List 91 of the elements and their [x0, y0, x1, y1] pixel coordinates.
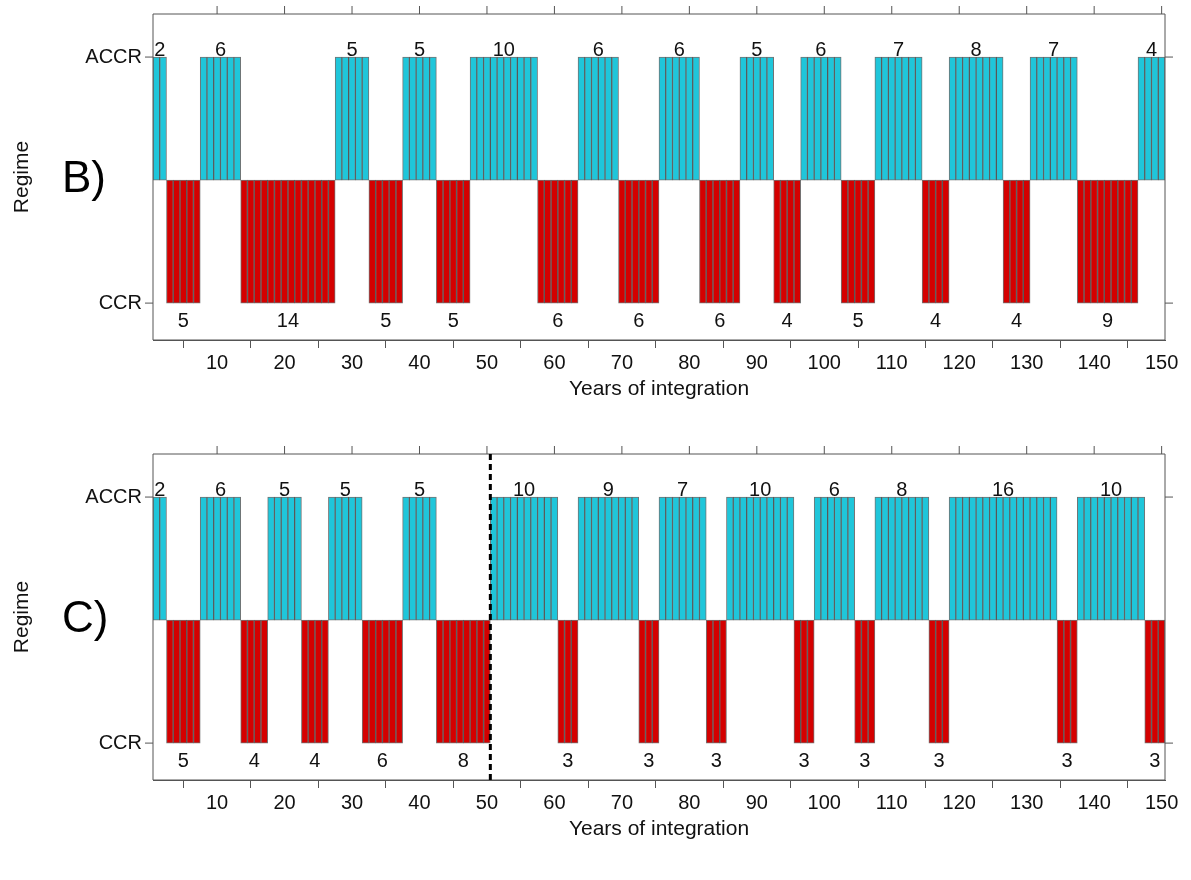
x-tick-label: 120	[942, 350, 976, 373]
x-tick-label: 60	[543, 350, 566, 373]
y-axis-title: Regime	[8, 580, 32, 654]
annotation: 5	[346, 37, 358, 60]
series-label: ACCR	[85, 484, 142, 507]
annotation: 16	[991, 477, 1015, 500]
x-tick-label: 120	[942, 790, 976, 813]
x-tick-label: 50	[475, 790, 499, 813]
x-tick-label: 60	[543, 790, 566, 813]
x-tick-label: 130	[1010, 790, 1044, 813]
x-tick-label: 150	[1144, 350, 1179, 373]
x-tick-label: 100	[807, 790, 841, 813]
x-tick-label: 30	[340, 790, 364, 813]
annotation: 3	[643, 748, 655, 771]
annotation: 3	[933, 748, 945, 771]
annotation: 9	[602, 477, 614, 500]
annotation: 5	[413, 477, 426, 500]
annotation: 8	[970, 37, 982, 60]
y-axis-title: Regime	[8, 140, 32, 214]
annotation: 3	[859, 748, 871, 771]
series-label: CCR	[98, 730, 142, 753]
annotation: 5	[413, 37, 426, 60]
x-tick-label: 20	[273, 350, 296, 373]
series-label: CCR	[98, 290, 142, 313]
annotation: 7	[677, 477, 689, 500]
annotation: 14	[276, 308, 300, 331]
annotation: 3	[710, 748, 722, 771]
annotation: 8	[457, 748, 469, 771]
x-tick-label: 100	[807, 350, 841, 373]
x-tick-label: 70	[610, 790, 634, 813]
x-tick-label: 70	[610, 350, 634, 373]
annotation: 6	[828, 477, 840, 500]
x-tick-label: 50	[475, 350, 499, 373]
series-label: ACCR	[85, 44, 142, 67]
annotation: 10	[749, 477, 772, 500]
x-axis-title: Years of integration	[568, 816, 750, 840]
annotation: 5	[751, 37, 763, 60]
annotation: 10	[1099, 477, 1123, 500]
annotation: 8	[896, 477, 908, 500]
annotation: 6	[714, 308, 726, 331]
annotation: 6	[673, 37, 685, 60]
annotation: 2	[154, 37, 166, 60]
annotation: 4	[930, 308, 942, 331]
annotation: 5	[447, 308, 459, 331]
x-tick-label: 110	[875, 350, 908, 373]
x-tick-label: 20	[273, 790, 296, 813]
text: B)	[62, 152, 106, 202]
annotation: 4	[248, 748, 260, 771]
x-tick-label: 90	[745, 790, 768, 813]
x-tick-label: 10	[205, 350, 229, 373]
x-tick-label: 140	[1077, 350, 1111, 373]
annotation: 5	[852, 308, 864, 331]
annotation: 6	[376, 748, 388, 771]
annotation: 10	[492, 37, 515, 60]
annotation: 4	[1011, 308, 1023, 331]
x-axis-title: Years of integration	[568, 376, 750, 400]
x-tick-label: 140	[1077, 790, 1111, 813]
annotation: 6	[214, 477, 227, 500]
annotation: 5	[177, 308, 189, 331]
annotation: 6	[815, 37, 827, 60]
x-tick-label: 80	[678, 790, 701, 813]
annotation: 6	[633, 308, 645, 331]
annotation: 3	[562, 748, 574, 771]
annotation: 3	[1149, 748, 1161, 771]
x-tick-label: 80	[678, 350, 701, 373]
annotation: 2	[154, 477, 166, 500]
annotation: 5	[339, 477, 351, 500]
annotation: 10	[512, 477, 536, 500]
x-tick-label: 40	[408, 790, 431, 813]
annotation: 9	[1102, 308, 1114, 331]
x-tick-label: 10	[205, 790, 229, 813]
x-tick-label: 90	[745, 350, 768, 373]
annotation: 5	[380, 308, 392, 331]
annotation: 3	[1061, 748, 1073, 771]
text: C)	[62, 592, 109, 642]
x-tick-label: 150	[1144, 790, 1179, 813]
annotation: 6	[592, 37, 604, 60]
x-tick-label: 30	[340, 350, 364, 373]
x-tick-label: 40	[408, 350, 431, 373]
annotation: 4	[1145, 37, 1158, 60]
annotation: 3	[798, 748, 810, 771]
annotation: 5	[177, 748, 189, 771]
annotation: 4	[781, 308, 793, 331]
annotation: 7	[1048, 37, 1060, 60]
annotation: 5	[279, 477, 291, 500]
annotation: 6	[552, 308, 564, 331]
annotation: 6	[214, 37, 227, 60]
annotation: 7	[892, 37, 905, 60]
x-tick-label: 130	[1010, 350, 1044, 373]
annotation: 4	[309, 748, 321, 771]
x-tick-label: 110	[875, 790, 908, 813]
